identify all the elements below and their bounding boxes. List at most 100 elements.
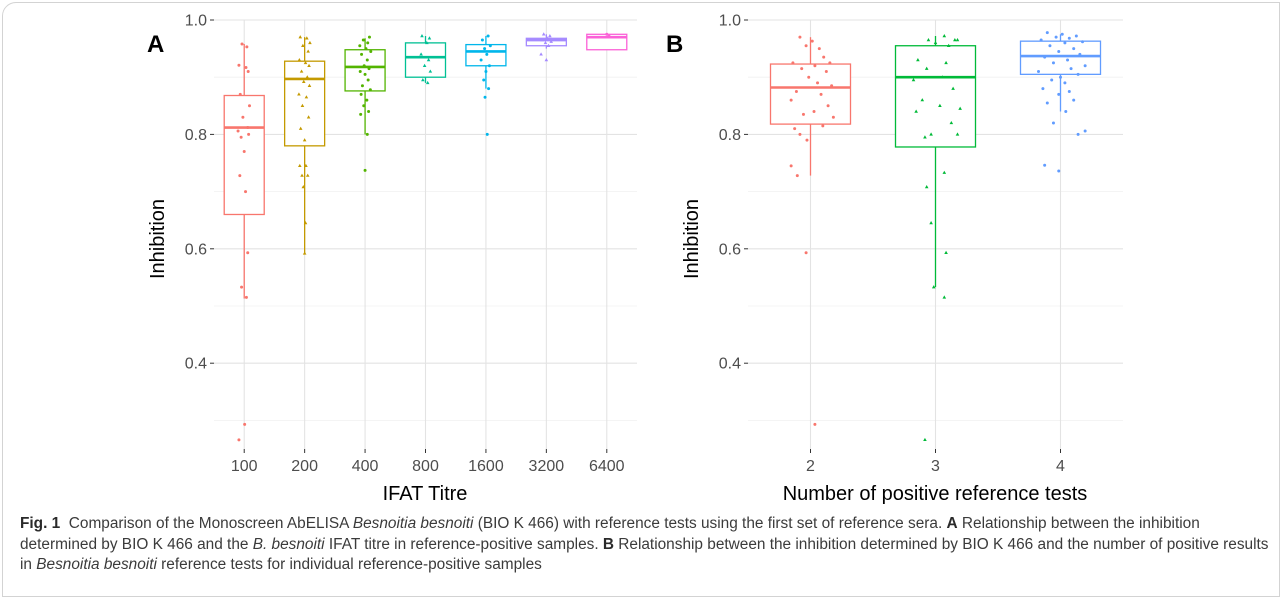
panel-b-data-point [949,120,954,125]
panel-b-box-3 [894,36,977,288]
panel-b-data-point [1043,163,1047,167]
panel-b-data-point [805,138,809,142]
caption-text-3: Relationship between the inhibition dete… [20,515,1200,553]
panel-b-data-point [1057,49,1061,53]
panel-b-data-point [951,86,955,90]
panel-a-data-point [244,190,248,194]
panel-b-data-point [1043,55,1047,59]
box-body [223,94,265,216]
panel-b-data-point [791,61,795,65]
panel-b-data-point [1064,110,1068,114]
panel-a-data-point [360,84,364,88]
panel-b-data-point [955,38,960,42]
panel-a-data-point [425,40,429,45]
box-body [344,49,386,92]
panel-b-y-tick-label: 1.0 [719,13,741,30]
panel-b-data-point [916,58,920,62]
panel-b-data-point [1057,92,1061,96]
caption-italic-1: Besnoitia besnoiti [352,515,474,532]
panel-a-data-point [236,129,240,133]
panel-b-data-point [789,164,793,168]
panel-b-data-point [1076,132,1080,136]
panel-a-data-point [240,285,244,289]
panel-b-data-point [1051,61,1055,65]
panel-a: A Inhibition IFAT Titre 0.4 0.6 0.8 1.0 100 2… [147,13,637,505]
panel-b-data-point [1048,44,1052,48]
panel-b-data-point [1081,40,1084,44]
panel-b-y-tick-label: 0.4 [719,356,741,373]
panel-b-data-point [1063,81,1067,85]
panel-b-data-point [938,103,942,107]
panel-b-data-point [804,44,808,48]
panel-b-data-point [1072,47,1076,51]
panel-b-data-point [794,90,798,93]
box-body [769,63,852,125]
panel-a-data-point [422,63,427,67]
panel-a-data-point [367,110,371,114]
panel-a-data-point [244,295,248,299]
panel-b-data-point [923,135,927,139]
panel-b-data-point [831,115,835,119]
panel-a-y-tick-label: 0.8 [185,127,207,144]
panel-a-data-point [238,174,242,178]
panel-a-data-point [363,168,367,172]
panel-a-data-point [240,42,244,46]
panel-b-data-point [944,250,948,255]
panel-b-y-tick-label: 0.6 [719,241,741,258]
panel-b-data-point [924,185,929,189]
panel-a-data-point [364,47,368,51]
panel-a-data-point [298,35,303,39]
panel-a-x-tick-label: 1600 [468,458,504,475]
panel-b-x-tick-label: 3 [931,458,940,475]
panel-a-data-point [246,251,250,255]
panel-a-data-point [368,88,372,92]
panel-b-data-point [942,34,947,38]
panel-b-letter: B [666,31,683,58]
panel-a-data-point [483,95,487,99]
panel-a-data-point [238,92,242,96]
panel-a-data-point [247,132,251,136]
panel-a-data-point [305,75,310,79]
panel-a-box-400 [344,38,386,135]
panel-a-data-point [306,115,311,119]
box-body [283,60,326,147]
panel-a-data-point [367,67,371,71]
panel-a-letter: A [147,31,164,58]
box-body [1019,40,1102,75]
caption-text-5: Relationship between the inhibition dete… [20,535,1269,574]
panel-a-data-point [301,185,306,189]
panel-b-data-point [813,64,817,68]
panel-a-x-axis-title: IFAT Titre [383,483,468,505]
panel-b-data-point [821,124,825,128]
panel-a-box-100 [223,44,265,299]
panel-a-data-point [419,52,423,56]
panel-b-data-point [1074,34,1078,38]
panel-b-data-point [828,61,832,65]
panel-a-data-point [301,43,305,47]
panel-a-data-point [366,41,370,45]
panel-a-data-point [302,251,307,255]
panel-a-data-point [486,34,490,38]
panel-b-data-point [1045,31,1049,35]
panel-a-y-tick-label: 0.6 [185,241,207,258]
panel-b-x-axis-title: Number of positive reference tests [783,483,1088,505]
panel-a-data-point [544,58,549,62]
panel-a-data-point [541,32,546,36]
panel-a-data-point [307,63,311,67]
panel-a-data-point [246,126,250,130]
panel-a-data-point [297,92,301,96]
panel-b-data-point [955,132,960,136]
panel-b-data-point [929,221,933,225]
panel-a-data-point [365,58,369,62]
panel-b-data-point [816,81,820,85]
panel-a-data-point [366,78,370,82]
panel-b-box-4 [1019,34,1102,112]
panel-b-data-point [920,98,925,102]
panel-a-data-point [421,78,425,82]
caption-text-1: Comparison of the Monoscreen AbELISA [68,515,353,532]
panel-b-data-point [1057,169,1061,173]
panel-b-data-point [1039,38,1043,42]
panel-a-data-point [367,35,371,39]
panel-a-data-point [304,95,309,99]
